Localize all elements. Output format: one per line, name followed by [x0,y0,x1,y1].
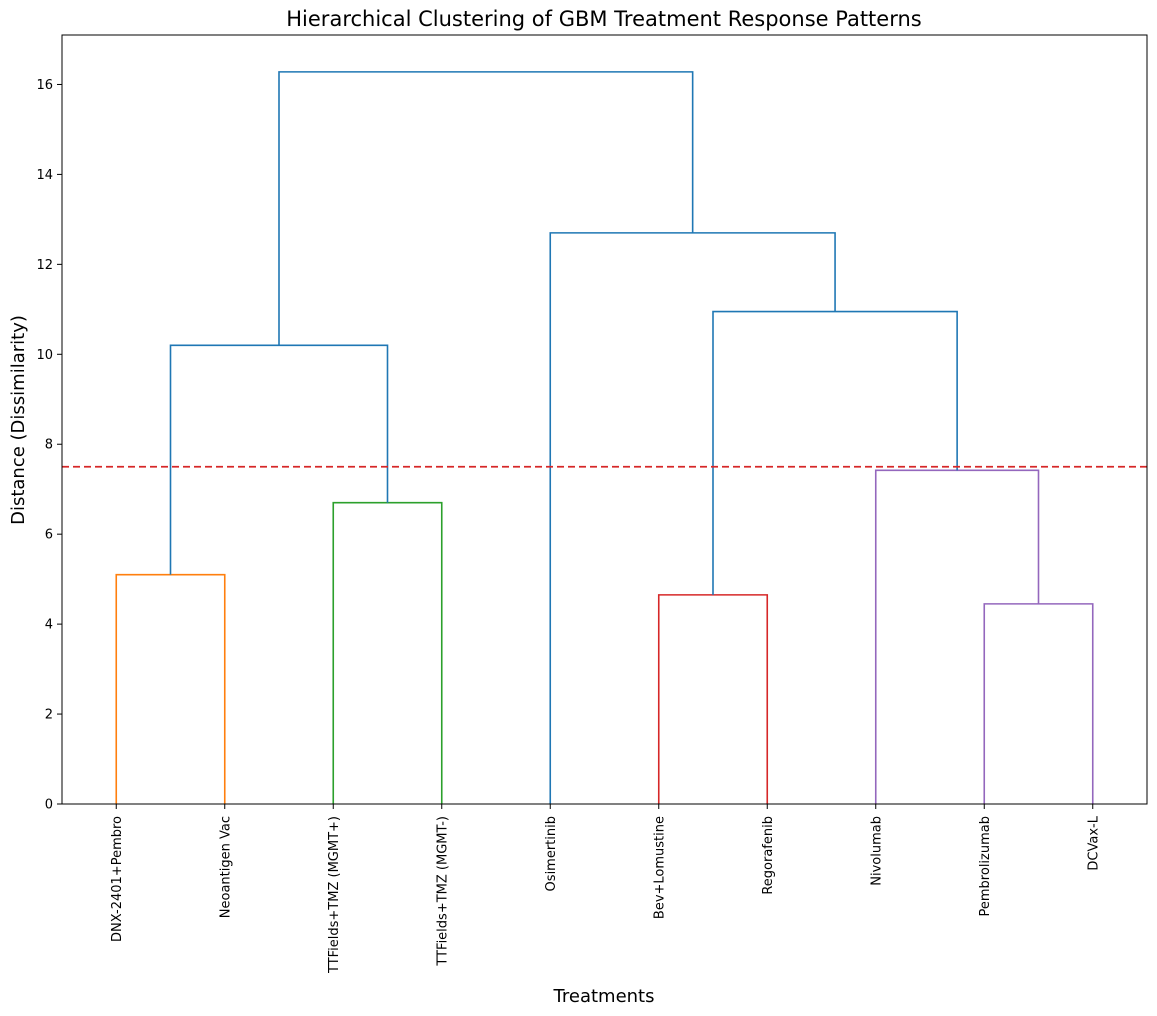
dendrogram-link-c3 [657,594,769,804]
y-tick-label: 4 [45,618,53,633]
y-tick-label: 8 [45,438,53,453]
dendrogram-link-c7 [712,310,958,595]
x-tick-label: Pembrolizumab [978,816,993,916]
y-tick-label: 16 [36,78,53,93]
y-tick-label: 0 [45,798,53,813]
plot-frame [61,34,1148,805]
y-tick-label: 12 [36,258,53,273]
x-tick-label: TTFields+TMZ (MGMT+) [327,816,342,974]
dendrogram-link-c5 [874,469,1040,804]
dendrogram-link-c8 [549,232,836,804]
y-tick-label: 6 [45,528,53,543]
x-tick-label: Bev+Lomustine [652,816,667,919]
x-tick-label: Nivolumab [869,816,884,886]
dendrogram-link-c9 [278,71,694,346]
y-tick-label: 10 [36,348,53,363]
x-tick-label: Osimertinib [544,816,559,891]
x-tick-label: Neoantigen Vac [218,816,233,918]
dendrogram-link-c2 [332,501,443,804]
chart-title: Hierarchical Clustering of GBM Treatment… [286,7,921,31]
dendrogram-link-c4 [983,603,1094,804]
x-tick-label: DNX-2401+Pembro [110,816,125,942]
dendrogram-link-c1 [115,573,226,804]
y-axis-label: Distance (Dissimilarity) [8,315,29,525]
x-tick-label: DCVax-L [1086,815,1101,870]
x-tick-label: TTFields+TMZ (MGMT-) [435,816,450,967]
dendrogram-link-c6 [169,344,389,575]
y-tick-label: 14 [36,168,53,183]
x-tick-label: Regorafenib [761,816,776,895]
y-tick-label: 2 [45,708,53,723]
plot-area: 0 2 4 6 8 10 12 14 16 DNX-2401+Pembro Neoantigen V… [36,34,1148,974]
x-axis-label: Treatments [553,986,655,1007]
